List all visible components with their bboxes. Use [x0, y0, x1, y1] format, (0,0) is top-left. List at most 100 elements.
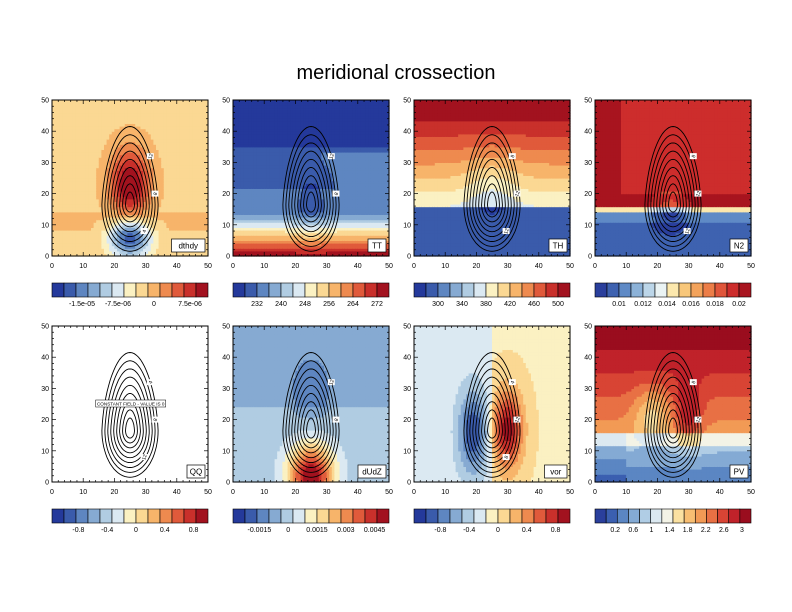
heatmap-cell: [67, 118, 71, 122]
heatmap-cell: [91, 102, 95, 106]
heatmap-cell: [122, 126, 126, 130]
heatmap-cell: [52, 102, 56, 106]
heatmap-cell: [106, 123, 110, 127]
heatmap-cell: [91, 118, 95, 122]
heatmap-cell: [88, 230, 92, 234]
heatmap-cell: [65, 180, 69, 184]
heatmap-cell: [52, 211, 56, 215]
heatmap-cell: [62, 141, 66, 145]
heatmap-cell: [98, 175, 102, 179]
heatmap-cell: [93, 227, 97, 231]
heatmap-cell: [106, 243, 110, 247]
heatmap-cell: [91, 136, 95, 140]
heatmap-cell: [88, 240, 92, 244]
heatmap-cell: [78, 193, 82, 197]
heatmap-cell: [98, 115, 102, 119]
heatmap-cell: [91, 222, 95, 226]
heatmap-cell: [98, 206, 102, 210]
heatmap-cell: [111, 198, 115, 202]
heatmap-cell: [127, 162, 131, 166]
heatmap-cell: [104, 178, 108, 182]
heatmap-cell: [80, 253, 84, 257]
heatmap-cell: [62, 188, 66, 192]
heatmap-cell: [91, 237, 95, 241]
heatmap-cell: [96, 144, 100, 148]
heatmap-cell: [106, 178, 110, 182]
heatmap-cell: [114, 245, 118, 249]
heatmap-cell: [122, 178, 126, 182]
heatmap-cell: [70, 198, 74, 202]
heatmap-cell: [91, 227, 95, 231]
heatmap-cell: [62, 219, 66, 223]
heatmap-cell: [122, 237, 126, 241]
heatmap-cell: [70, 144, 74, 148]
heatmap-cell: [57, 178, 61, 182]
heatmap-cell: [130, 180, 134, 184]
heatmap-cell: [78, 105, 82, 109]
heatmap-cell: [83, 230, 87, 234]
heatmap-cell: [88, 136, 92, 140]
heatmap-cell: [114, 152, 118, 156]
heatmap-cell: [75, 115, 79, 119]
heatmap-cell: [72, 149, 76, 153]
heatmap-cell: [67, 245, 71, 249]
heatmap-cell: [124, 211, 128, 215]
heatmap-cell: [109, 159, 113, 163]
heatmap-cell: [127, 165, 131, 169]
heatmap-cell: [98, 232, 102, 236]
heatmap-cell: [104, 180, 108, 184]
heatmap-cell: [119, 118, 123, 122]
heatmap-cell: [57, 128, 61, 132]
heatmap-cell: [80, 128, 84, 132]
heatmap-cell: [65, 222, 69, 226]
heatmap-cell: [88, 141, 92, 145]
heatmap-cell: [80, 198, 84, 202]
heatmap-cell: [124, 144, 128, 148]
heatmap-cell: [111, 178, 115, 182]
heatmap-cell: [65, 188, 69, 192]
heatmap-cell: [127, 107, 131, 111]
heatmap-cell: [96, 152, 100, 156]
heatmap-cell: [85, 107, 89, 111]
heatmap-cell: [96, 178, 100, 182]
heatmap-cell: [96, 105, 100, 109]
heatmap-cell: [104, 243, 108, 247]
heatmap-cell: [106, 227, 110, 231]
heatmap-cell: [57, 141, 61, 145]
heatmap-cell: [96, 214, 100, 218]
heatmap-cell: [57, 105, 61, 109]
heatmap-cell: [59, 146, 63, 150]
heatmap-cell: [96, 170, 100, 174]
heatmap-cell: [124, 157, 128, 161]
heatmap-cell: [109, 219, 113, 223]
heatmap-cell: [57, 102, 61, 106]
heatmap-cell: [122, 198, 126, 202]
heatmap-cell: [57, 146, 61, 150]
heatmap-cell: [93, 201, 97, 205]
heatmap-cell: [75, 193, 79, 197]
heatmap-cell: [114, 198, 118, 202]
heatmap-cell: [80, 235, 84, 239]
heatmap-cell: [119, 105, 123, 109]
heatmap-cell: [52, 152, 56, 156]
heatmap-cell: [119, 162, 123, 166]
heatmap-cell: [106, 185, 110, 189]
heatmap-cell: [124, 217, 128, 221]
heatmap-cell: [65, 152, 69, 156]
colorbar-swatch: [183, 282, 197, 298]
heatmap-cell: [78, 243, 82, 247]
heatmap-cell: [54, 222, 58, 226]
heatmap-cell: [78, 165, 82, 169]
heatmap-cell: [67, 211, 71, 215]
heatmap-cell: [119, 165, 123, 169]
heatmap-cell: [85, 224, 89, 228]
heatmap-cell: [122, 141, 126, 145]
heatmap-cell: [70, 149, 74, 153]
heatmap-cell: [104, 144, 108, 148]
heatmap-cell: [57, 227, 61, 231]
heatmap-cell: [122, 152, 126, 156]
heatmap-cell: [117, 102, 121, 106]
heatmap-cell: [127, 183, 131, 187]
heatmap-cell: [88, 232, 92, 236]
heatmap-cell: [80, 222, 84, 226]
